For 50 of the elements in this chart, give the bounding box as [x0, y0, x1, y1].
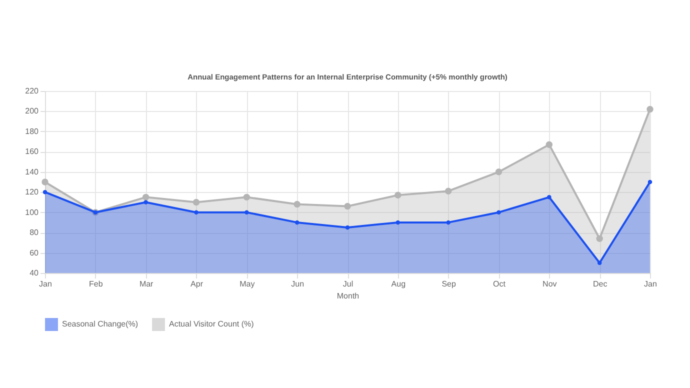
y-tick-label: 200	[25, 106, 40, 116]
point	[648, 180, 652, 184]
x-tick-label: Feb	[89, 280, 104, 288]
y-tick-label: 80	[30, 228, 40, 238]
x-tick-label: Jan	[39, 280, 52, 288]
y-tick-label: 40	[30, 268, 40, 278]
y-tick-label: 100	[25, 208, 40, 217]
point	[42, 178, 48, 186]
point	[646, 106, 654, 113]
point	[243, 194, 250, 201]
x-tick-label: Mar	[139, 280, 154, 288]
point	[547, 195, 552, 200]
point	[394, 192, 402, 198]
point	[142, 194, 150, 201]
point	[597, 260, 602, 266]
point	[396, 220, 400, 225]
point	[596, 235, 603, 242]
x-tick-label: Jan	[644, 280, 657, 288]
point	[496, 210, 501, 214]
x-axis-title: Month	[336, 292, 360, 300]
point	[344, 202, 351, 210]
point	[192, 198, 200, 206]
y-tick-label: 120	[25, 188, 40, 197]
x-tick-label: Oct	[493, 280, 506, 288]
point	[42, 190, 48, 194]
point	[495, 168, 502, 176]
x-tick-label: Sep	[442, 280, 456, 288]
x-tick-label: Dec	[592, 280, 608, 288]
legend-label: Seasonal Change(%)	[62, 320, 138, 329]
point	[446, 220, 450, 225]
point	[294, 200, 300, 208]
legend-label: Actual Visitor Count (%)	[169, 320, 254, 329]
x-tick-label: Aug	[391, 280, 406, 288]
y-tick-label: 60	[30, 248, 40, 258]
x-tick-label: May	[240, 280, 255, 288]
x-tick-label: Nov	[542, 280, 557, 288]
point	[444, 188, 452, 194]
y-tick-label: 140	[25, 167, 40, 176]
point	[294, 220, 300, 225]
point	[194, 210, 198, 214]
y-tick-label: 160	[25, 147, 40, 156]
x-tick-label: Jun	[291, 280, 304, 288]
point	[345, 225, 350, 230]
x-tick-label: Apr	[190, 280, 204, 288]
point	[244, 210, 249, 214]
y-tick-label: 180	[25, 126, 40, 136]
point	[144, 200, 148, 204]
x-tick-label: Jul	[342, 280, 354, 288]
y-tick-label: 220	[25, 86, 40, 96]
point	[546, 141, 553, 148]
